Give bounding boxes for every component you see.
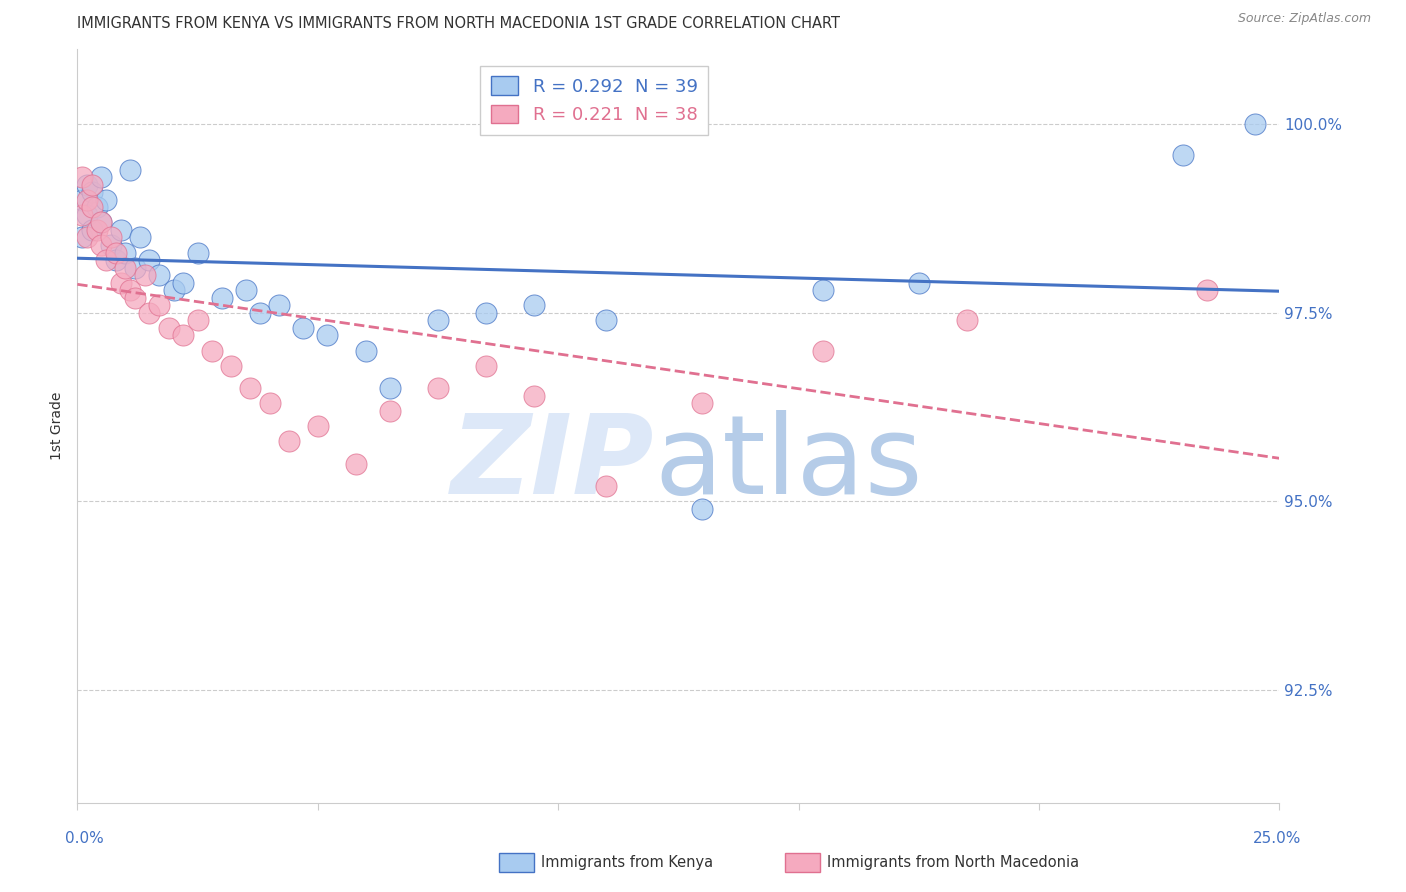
Point [90,238,112,252]
Point [187,245,209,260]
Point [1244,118,1267,132]
Point [172,276,194,290]
Point [70,230,93,244]
Point [201,343,224,358]
Point [211,291,233,305]
Text: Immigrants from Kenya: Immigrants from Kenya [541,855,713,870]
Point [187,313,209,327]
Point [475,359,498,373]
Point [475,306,498,320]
Point [80,186,103,200]
Point [908,276,931,290]
Point [76,208,98,222]
Point [90,215,112,229]
Point [100,238,122,252]
Point [269,298,291,312]
Point [80,223,103,237]
Point [80,178,103,192]
Point [344,457,367,471]
Point [110,223,132,237]
Point [128,230,150,244]
Point [138,253,160,268]
Point [162,283,184,297]
Point [124,291,146,305]
Point [259,396,281,410]
Point [90,215,112,229]
Point [76,178,98,192]
Point [956,313,979,327]
Point [104,253,127,268]
Point [76,230,98,244]
Point [172,328,194,343]
Point [110,276,132,290]
Point [114,260,136,275]
Point [595,479,617,493]
Text: atlas: atlas [654,410,922,517]
Point [80,200,103,214]
Point [96,253,118,268]
Point [378,381,401,395]
Point [90,170,112,185]
Point [692,396,714,410]
Point [427,313,450,327]
Point [134,268,156,282]
Point [120,162,142,177]
Point [811,283,834,297]
Point [235,283,257,297]
Text: Source: ZipAtlas.com: Source: ZipAtlas.com [1237,12,1371,25]
Text: IMMIGRANTS FROM KENYA VS IMMIGRANTS FROM NORTH MACEDONIA 1ST GRADE CORRELATION C: IMMIGRANTS FROM KENYA VS IMMIGRANTS FROM… [77,16,841,31]
Text: ZIP: ZIP [451,410,654,517]
Point [120,283,142,297]
Point [523,298,546,312]
Point [316,328,339,343]
Point [219,359,242,373]
Point [70,170,93,185]
Point [114,245,136,260]
Legend: R = 0.292  N = 39, R = 0.221  N = 38: R = 0.292 N = 39, R = 0.221 N = 38 [479,66,709,135]
Point [1197,283,1219,297]
Text: 25.0%: 25.0% [1253,831,1301,846]
Point [70,208,93,222]
Point [148,268,170,282]
Point [157,321,180,335]
Point [378,404,401,418]
Point [811,343,834,358]
Point [249,306,271,320]
Point [124,260,146,275]
Point [595,313,617,327]
Point [104,245,127,260]
Point [100,230,122,244]
Point [70,193,93,207]
Point [354,343,377,358]
Point [292,321,315,335]
Point [76,193,98,207]
Point [86,200,108,214]
Y-axis label: 1st Grade: 1st Grade [51,392,65,460]
Point [148,298,170,312]
Point [1173,147,1195,161]
Point [86,223,108,237]
Text: 0.0%: 0.0% [65,831,104,846]
Point [96,193,118,207]
Point [138,306,160,320]
Text: Immigrants from North Macedonia: Immigrants from North Macedonia [827,855,1078,870]
Point [277,434,299,448]
Point [692,501,714,516]
Point [523,389,546,403]
Point [239,381,262,395]
Point [307,418,329,433]
Point [427,381,450,395]
